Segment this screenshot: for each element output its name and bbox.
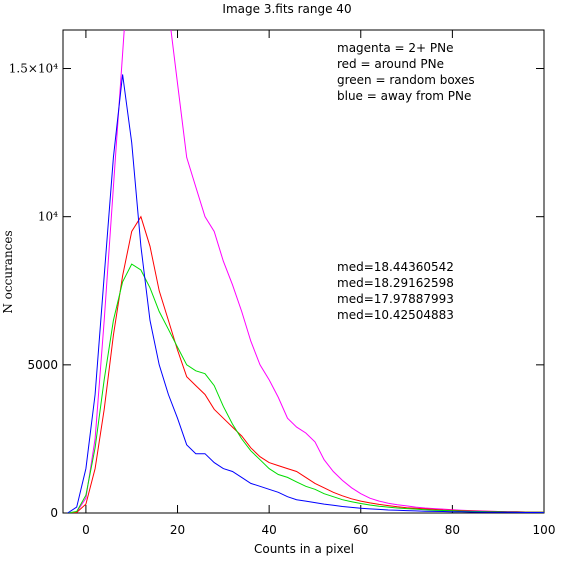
y-tick-label: 10⁴ (38, 210, 58, 224)
plot-frame (62, 29, 545, 514)
chart-title: Image 3.fits range 40 (222, 2, 351, 16)
series-line (67, 263, 544, 513)
x-axis-label: Counts in a pixel (254, 542, 354, 556)
series-line (67, 74, 544, 513)
annotation: med=18.29162598 (337, 276, 454, 290)
x-tick-label: 80 (445, 523, 460, 537)
annotation: med=10.42504883 (337, 308, 454, 322)
x-tick-label: 100 (533, 523, 556, 537)
x-tick-label: 20 (170, 523, 185, 537)
y-tick-label: 5000 (27, 358, 58, 372)
y-tick-label: 0 (50, 506, 58, 520)
legend-entry: magenta = 2+ PNe (337, 41, 454, 55)
series-line (67, 215, 544, 513)
legend-entry: red = around PNe (337, 57, 444, 71)
legend-entry: green = random boxes (337, 73, 475, 87)
annotation: med=18.44360542 (337, 260, 454, 274)
annotation: med=17.97887993 (337, 292, 454, 306)
y-axis-label: N occurances (1, 230, 15, 313)
y-tick-label: 1.5×10⁴ (9, 62, 58, 76)
x-tick-label: 40 (262, 523, 277, 537)
x-tick-label: 60 (353, 523, 368, 537)
x-tick-label: 0 (82, 523, 90, 537)
legend-entry: blue = away from PNe (337, 89, 471, 103)
